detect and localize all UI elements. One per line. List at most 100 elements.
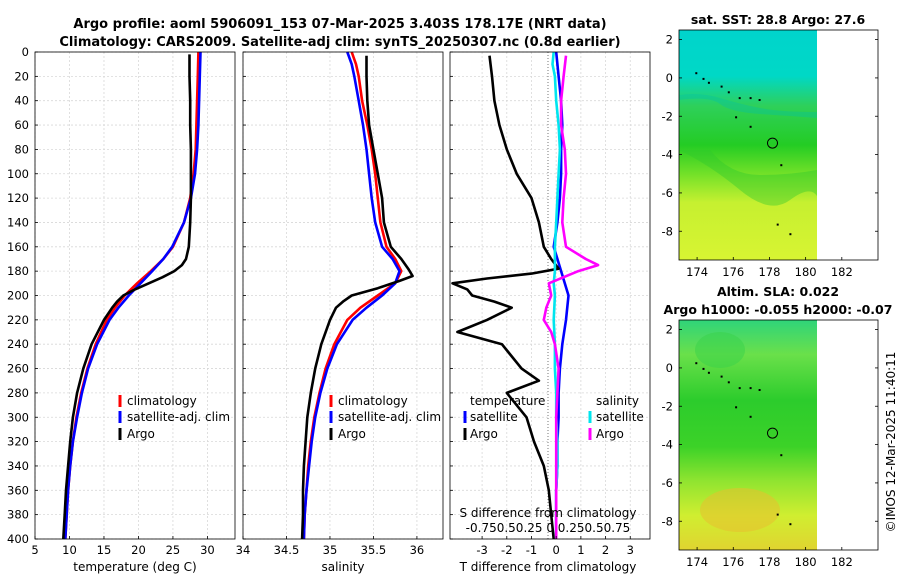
ytick-label-140: 140 bbox=[7, 215, 29, 229]
ytick-label-180: 180 bbox=[7, 264, 29, 278]
sla-island-markers bbox=[695, 362, 792, 526]
map-ytick-label-sst--8: -8 bbox=[662, 224, 673, 238]
salinity-xlabel: salinity bbox=[321, 560, 364, 574]
ytick-label-380: 380 bbox=[7, 508, 29, 522]
island-marker bbox=[720, 85, 723, 88]
map-xtick-label-sst-174: 174 bbox=[686, 265, 708, 279]
island-marker bbox=[749, 125, 752, 128]
xtick-label-temp-10: 10 bbox=[62, 543, 77, 557]
xtick-label-temp-30: 30 bbox=[200, 543, 215, 557]
sla-map-title-line1: Altim. SLA: 0.022 bbox=[717, 284, 839, 299]
xtick-label-diff--3: -3 bbox=[476, 543, 487, 557]
sst-island-markers bbox=[695, 72, 792, 236]
ytick-label-200: 200 bbox=[7, 289, 29, 303]
xtick-label-sal-34: 34 bbox=[236, 543, 251, 557]
salinity-ticks: 34 34.5 35 35.5 36 bbox=[236, 51, 424, 557]
island-marker bbox=[738, 97, 741, 100]
salinity-legend: climatology satellite-adj. clim Argo bbox=[329, 394, 441, 441]
sla-map: Altim. SLA: 0.022 Argo h1000: -0.055 h20… bbox=[662, 284, 893, 569]
salinity-lines bbox=[300, 51, 414, 540]
map-xtick-label-sla-180: 180 bbox=[795, 555, 817, 569]
island-marker bbox=[758, 389, 761, 391]
xtick-label-diff-1: 1 bbox=[577, 543, 584, 557]
map-ytick-label-sla--8: -8 bbox=[662, 514, 673, 528]
xtick-label-temp-20: 20 bbox=[131, 543, 146, 557]
sst-map: sat. SST: 28.8 Argo: 27.6 174 176 178 180 18… bbox=[662, 12, 879, 279]
ytick-label-60: 60 bbox=[14, 118, 29, 132]
sla-map-ticks: 174 176 178 180 182 2 0 -2 -4 -6 -8 bbox=[662, 323, 878, 569]
island-marker bbox=[720, 375, 723, 378]
legend-salinity-argo: Argo bbox=[596, 427, 624, 441]
island-marker bbox=[727, 91, 730, 94]
sst-map-title: sat. SST: 28.8 Argo: 27.6 bbox=[691, 12, 866, 27]
ytick-label-220: 220 bbox=[7, 313, 29, 327]
xtick-label-diff-2: 2 bbox=[602, 543, 609, 557]
sla-argo-position bbox=[767, 427, 778, 439]
map-ytick-label-sst-0: 0 bbox=[666, 71, 673, 85]
island-marker bbox=[789, 523, 792, 526]
map-xtick-label-sst-180: 180 bbox=[795, 265, 817, 279]
island-marker bbox=[695, 72, 698, 75]
salinity-legend-argo: Argo bbox=[338, 427, 366, 441]
sst-map-frame bbox=[678, 29, 879, 261]
salinity-panel: 34 34.5 35 35.5 36 salinity climatology sate… bbox=[236, 51, 444, 574]
xtick-label-diff--2: -2 bbox=[501, 543, 512, 557]
map-ytick-label-sla--2: -2 bbox=[662, 399, 673, 413]
island-marker bbox=[780, 164, 783, 167]
map-xtick-label-sla-178: 178 bbox=[758, 555, 780, 569]
map-ytick-label-sst--4: -4 bbox=[662, 148, 673, 162]
salinity-legend-climatology: climatology bbox=[338, 394, 408, 408]
map-xtick-label-sst-178: 178 bbox=[758, 265, 780, 279]
difference-panel: -3 -2 -1 0 1 2 3 T difference from climatology… bbox=[449, 51, 651, 574]
series-diff-s-argo bbox=[542, 55, 600, 539]
sst-argo-position bbox=[767, 137, 778, 149]
salinity-legend-satellite: satellite-adj. clim bbox=[338, 410, 441, 424]
ytick-label-360: 360 bbox=[7, 483, 29, 497]
ytick-label-40: 40 bbox=[14, 94, 29, 108]
sla-map-frame bbox=[678, 319, 879, 551]
island-marker bbox=[707, 81, 710, 84]
ytick-label-320: 320 bbox=[7, 435, 29, 449]
imos-credit: ©IMOS 12-Mar-2025 11:40:11 bbox=[884, 352, 898, 533]
ytick-label-0: 0 bbox=[22, 45, 29, 59]
map-xtick-label-sst-176: 176 bbox=[722, 265, 744, 279]
sst-map-ticks: 174 176 178 180 182 2 0 -2 -4 -6 -8 bbox=[662, 33, 878, 279]
temperature-ticks: 0 20 40 60 80 100 120 140 160 180 200 220 240 260 280 3… bbox=[7, 45, 215, 557]
ytick-label-280: 280 bbox=[7, 386, 29, 400]
xtick-label-temp-5: 5 bbox=[31, 543, 38, 557]
series-sal-argo bbox=[300, 55, 414, 540]
series-diff-t-argo bbox=[451, 55, 560, 540]
map-ytick-label-sla--6: -6 bbox=[662, 476, 673, 490]
island-marker bbox=[707, 371, 710, 374]
temperature-panel: 0 20 40 60 80 100 120 140 160 180 200 220 240 260 280 3… bbox=[7, 45, 236, 574]
temperature-legend-climatology: climatology bbox=[127, 394, 197, 408]
map-ytick-label-sst--6: -6 bbox=[662, 186, 673, 200]
island-marker bbox=[702, 77, 705, 80]
xtick-label-temp-15: 15 bbox=[97, 543, 112, 557]
temperature-legend-satellite: satellite-adj. clim bbox=[127, 410, 230, 424]
island-marker bbox=[749, 97, 752, 100]
legend-salinity-satellite: satellite bbox=[596, 410, 644, 424]
legend-temperature-argo: Argo bbox=[470, 427, 498, 441]
ytick-label-260: 260 bbox=[7, 362, 29, 376]
sst-front-band bbox=[679, 94, 817, 118]
difference-legend: temperature satellite Argo salinity sate… bbox=[463, 394, 644, 441]
sst-heatmap-field bbox=[679, 30, 817, 260]
sla-north-patch bbox=[695, 332, 745, 368]
map-ytick-label-sla-2: 2 bbox=[666, 323, 673, 337]
island-marker bbox=[738, 387, 741, 390]
island-marker bbox=[735, 116, 738, 119]
ytick-label-100: 100 bbox=[7, 167, 29, 181]
sla-high-patch bbox=[700, 488, 780, 532]
island-marker bbox=[776, 223, 779, 226]
xtick-label-sal-35: 35 bbox=[323, 543, 338, 557]
map-xtick-label-sla-182: 182 bbox=[831, 555, 853, 569]
xtick-label-diff--1: -1 bbox=[526, 543, 537, 557]
xtick-label-sal-34.5: 34.5 bbox=[274, 543, 300, 557]
map-xtick-label-sla-176: 176 bbox=[722, 555, 744, 569]
figure-title-line2: Climatology: CARS2009. Satellite-adj cli… bbox=[59, 35, 620, 50]
island-marker bbox=[758, 99, 761, 101]
legend-temperature-satellite: satellite bbox=[470, 410, 518, 424]
island-marker bbox=[727, 381, 730, 384]
xtick-label-sal-35.5: 35.5 bbox=[361, 543, 387, 557]
